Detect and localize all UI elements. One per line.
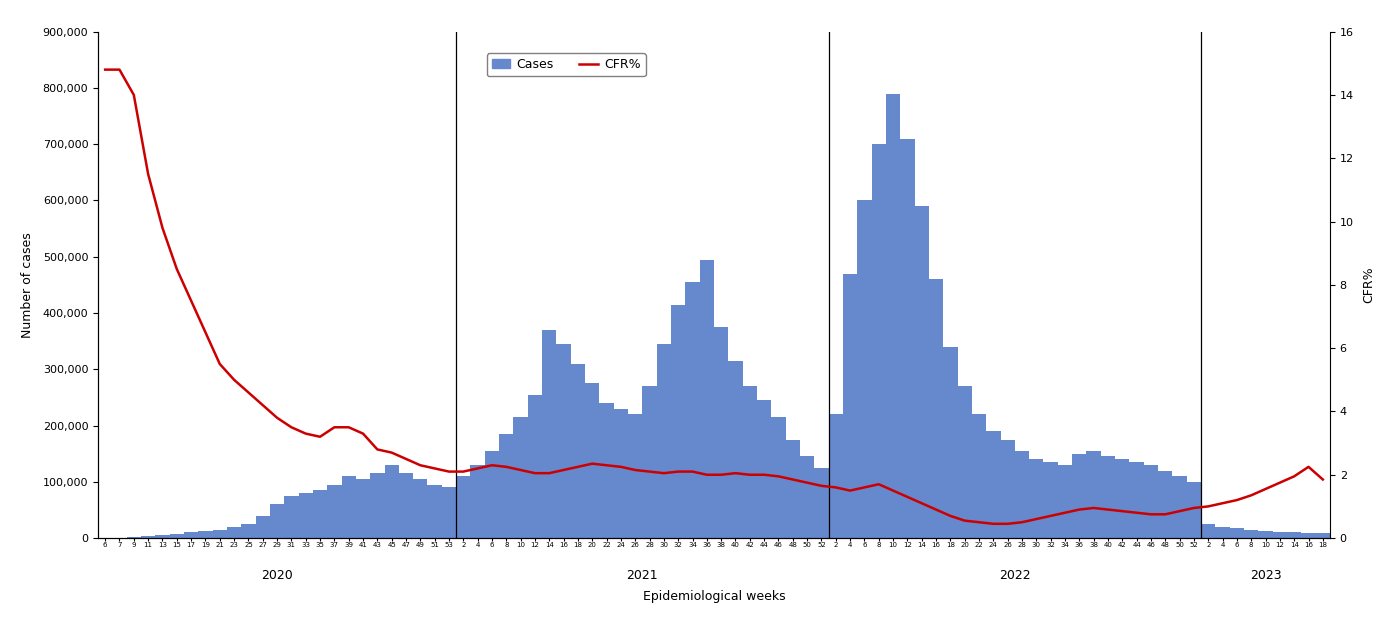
Bar: [900, 139, 914, 538]
Text: 2023: 2023: [1250, 569, 1281, 582]
Legend: Cases, CFR%: Cases, CFR%: [487, 53, 645, 76]
Bar: [928, 279, 944, 538]
Bar: [1187, 482, 1201, 538]
Bar: [728, 361, 742, 538]
Bar: [169, 534, 183, 538]
Bar: [1302, 533, 1316, 538]
Bar: [183, 532, 199, 538]
Bar: [1287, 532, 1302, 538]
Bar: [700, 260, 714, 538]
Bar: [528, 394, 542, 538]
Bar: [972, 414, 986, 538]
X-axis label: Epidemiological weeks: Epidemiological weeks: [643, 590, 785, 603]
Bar: [542, 330, 556, 538]
Y-axis label: CFR%: CFR%: [1362, 266, 1375, 303]
Bar: [556, 344, 571, 538]
Bar: [213, 530, 227, 538]
Bar: [1072, 454, 1086, 538]
Bar: [442, 487, 456, 538]
Bar: [914, 206, 928, 538]
Bar: [815, 468, 829, 538]
Bar: [484, 451, 500, 538]
Bar: [385, 465, 399, 538]
Bar: [686, 282, 700, 538]
Bar: [1158, 470, 1172, 538]
Bar: [241, 524, 256, 538]
Bar: [986, 431, 1001, 538]
Bar: [1273, 532, 1287, 538]
Bar: [799, 456, 815, 538]
Bar: [944, 347, 958, 538]
Bar: [312, 490, 328, 538]
Bar: [1116, 460, 1130, 538]
Bar: [1015, 451, 1029, 538]
Bar: [284, 496, 298, 538]
Bar: [1029, 460, 1043, 538]
Bar: [1144, 465, 1158, 538]
Bar: [1172, 476, 1187, 538]
Bar: [671, 304, 686, 538]
Bar: [470, 465, 484, 538]
Bar: [757, 400, 771, 538]
Bar: [342, 476, 356, 538]
Bar: [886, 94, 900, 538]
Bar: [771, 417, 785, 538]
Bar: [427, 485, 442, 538]
Bar: [1245, 530, 1259, 538]
Bar: [500, 434, 514, 538]
Bar: [1086, 451, 1100, 538]
Bar: [872, 144, 886, 538]
Bar: [356, 479, 370, 538]
Bar: [1259, 530, 1273, 538]
Bar: [643, 386, 657, 538]
Bar: [629, 414, 643, 538]
Bar: [256, 515, 270, 538]
Bar: [227, 527, 241, 538]
Bar: [399, 473, 413, 538]
Bar: [1043, 462, 1058, 538]
Bar: [1058, 465, 1072, 538]
Bar: [1100, 456, 1116, 538]
Text: 2022: 2022: [1000, 569, 1030, 582]
Bar: [571, 363, 585, 538]
Text: 2021: 2021: [627, 569, 658, 582]
Bar: [829, 414, 843, 538]
Bar: [141, 536, 155, 538]
Bar: [1215, 527, 1229, 538]
Bar: [370, 473, 385, 538]
Bar: [456, 476, 470, 538]
Bar: [413, 479, 427, 538]
Bar: [155, 536, 169, 538]
Bar: [328, 485, 342, 538]
Bar: [199, 531, 213, 538]
Bar: [714, 327, 728, 538]
Bar: [1130, 462, 1144, 538]
Bar: [958, 386, 972, 538]
Bar: [613, 409, 629, 538]
Bar: [742, 386, 757, 538]
Bar: [298, 493, 312, 538]
Bar: [843, 273, 857, 538]
Bar: [1316, 533, 1330, 538]
Bar: [785, 439, 799, 538]
Bar: [857, 201, 872, 538]
Text: 2020: 2020: [262, 569, 293, 582]
Bar: [1229, 528, 1245, 538]
Bar: [514, 417, 528, 538]
Bar: [270, 505, 284, 538]
Bar: [1001, 439, 1015, 538]
Bar: [599, 403, 613, 538]
Y-axis label: Number of cases: Number of cases: [21, 232, 35, 338]
Bar: [657, 344, 671, 538]
Bar: [585, 384, 599, 538]
Bar: [1201, 524, 1215, 538]
